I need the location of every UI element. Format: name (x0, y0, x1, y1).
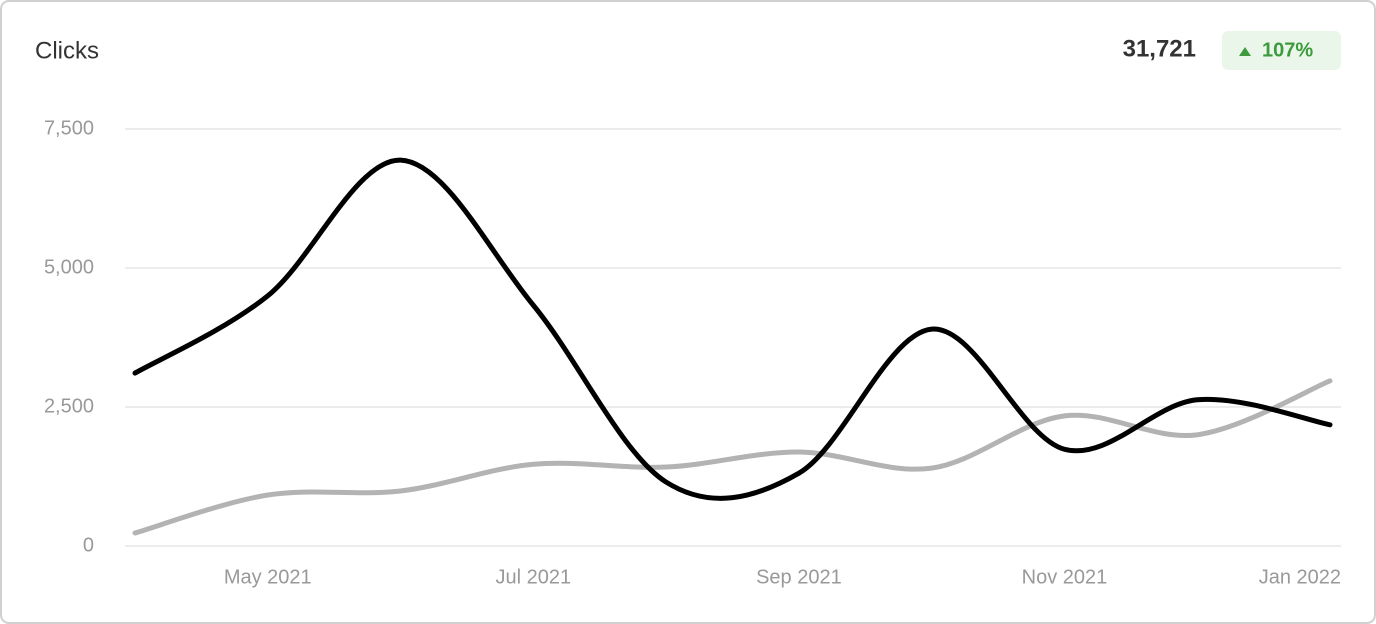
y-tick-label: 7,500 (44, 117, 94, 139)
y-tick-label: 2,500 (44, 395, 94, 417)
x-tick-label: Jan 2022 (1259, 566, 1341, 588)
y-tick-label: 5,000 (44, 256, 94, 278)
change-badge (1222, 31, 1341, 70)
x-tick-label: Sep 2021 (756, 566, 842, 588)
x-tick-label: May 2021 (224, 566, 312, 588)
up-arrow-icon (1239, 47, 1251, 56)
x-tick-label: Jul 2021 (496, 566, 572, 588)
summary-total: 31,721 (1123, 35, 1196, 62)
x-tick-label: Nov 2021 (1022, 566, 1108, 588)
y-tick-label: 0 (83, 534, 94, 556)
line-series (132, 157, 1333, 501)
chart-title: Clicks (35, 37, 99, 64)
summary-change: 107% (1262, 39, 1313, 61)
